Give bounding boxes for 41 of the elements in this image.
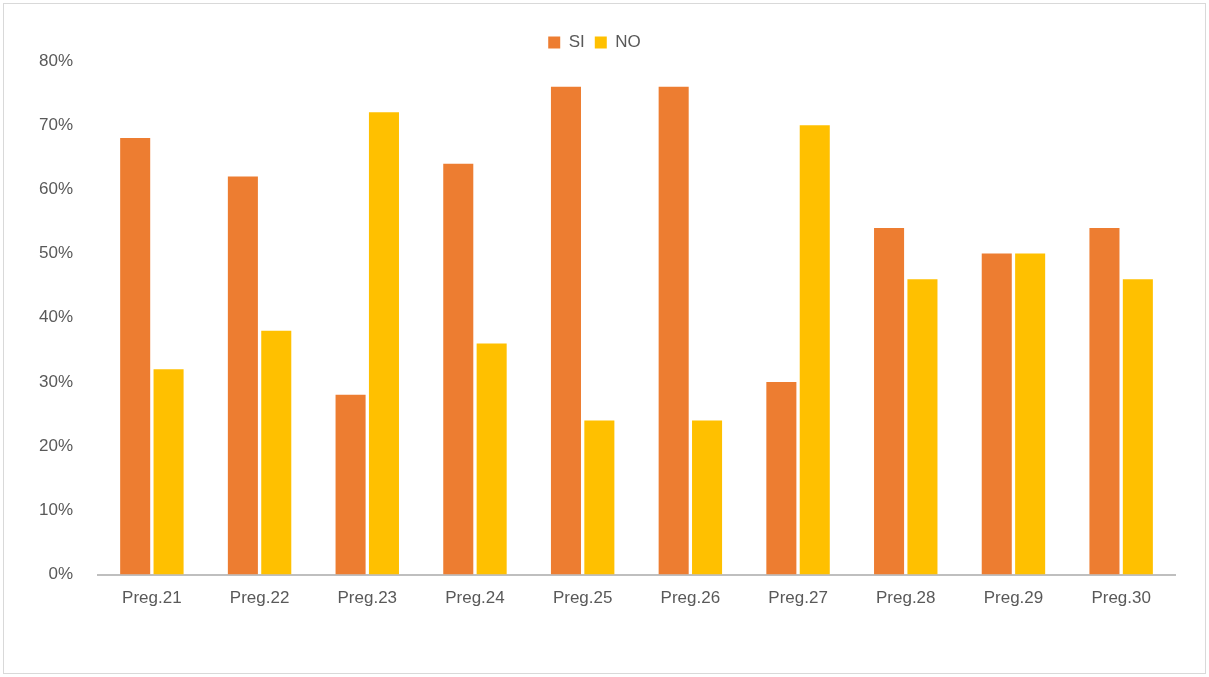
bar <box>658 86 689 575</box>
x-tick-label: Preg.24 <box>445 588 505 608</box>
bar <box>874 227 905 575</box>
bar <box>368 112 399 575</box>
bar <box>1089 227 1120 575</box>
y-tick-label: 10% <box>38 500 74 520</box>
bar <box>584 420 615 575</box>
bar <box>120 138 151 575</box>
y-tick-label: 60% <box>38 179 74 199</box>
legend-label: SI <box>568 32 585 52</box>
x-tick-label: Preg.29 <box>983 588 1044 608</box>
y-tick-label: 20% <box>38 435 74 455</box>
bar <box>766 382 797 575</box>
y-tick-label: 0% <box>48 564 74 584</box>
x-tick-label: Preg.25 <box>552 588 613 608</box>
y-tick-label: 50% <box>38 243 74 263</box>
bar <box>335 394 366 575</box>
bar <box>550 86 581 575</box>
y-tick-label: 40% <box>38 307 74 327</box>
bar <box>261 330 292 575</box>
bar <box>227 176 258 575</box>
bar <box>153 369 184 575</box>
y-tick-label: 30% <box>38 371 74 391</box>
bar <box>692 420 723 575</box>
x-tick-label: Preg.23 <box>337 588 398 608</box>
bar <box>1015 253 1046 575</box>
x-tick-label: Preg.30 <box>1091 588 1151 608</box>
bar <box>799 125 830 575</box>
x-tick-label: Preg.28 <box>875 588 936 608</box>
bar <box>1122 279 1153 575</box>
y-tick-label: 80% <box>38 50 74 70</box>
x-tick-label: Preg.22 <box>229 588 290 608</box>
bar <box>443 163 474 575</box>
bar <box>981 253 1012 575</box>
x-tick-label: Preg.21 <box>122 588 182 608</box>
legend-label: NO <box>615 32 641 52</box>
bar <box>907 279 938 575</box>
y-tick-label: 70% <box>38 114 74 134</box>
x-tick-label: Preg.26 <box>660 588 721 608</box>
bar <box>476 343 507 575</box>
x-tick-label: Preg.27 <box>768 588 828 608</box>
